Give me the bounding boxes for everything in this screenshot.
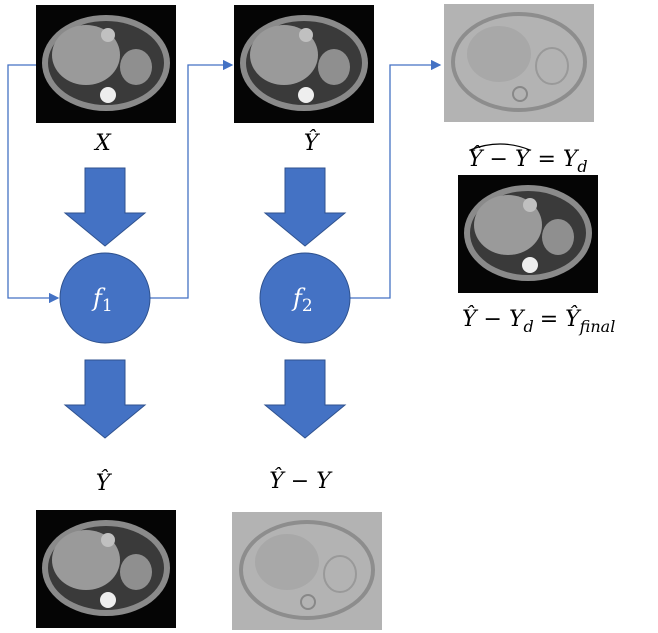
node <box>259 252 351 344</box>
output-label: Ŷ <box>96 469 113 496</box>
output-label: Ŷ <box>304 129 321 156</box>
residual-image <box>230 510 384 632</box>
node <box>59 252 151 344</box>
flow-arrow <box>264 167 346 247</box>
residual-image <box>442 2 596 124</box>
flow-arrow <box>64 167 146 247</box>
ct-final <box>458 175 598 293</box>
label-part: = Ŷ <box>540 305 582 332</box>
residual-estimate: Ŷ − Y = Yd <box>468 145 588 176</box>
label-part: 2 <box>302 296 313 316</box>
label-part: d <box>523 317 533 336</box>
flow-arrow <box>64 359 146 439</box>
label-part: Ŷ − Y <box>462 305 526 332</box>
label-part: d <box>577 157 587 176</box>
input-label: X <box>93 131 112 156</box>
flow-arrow <box>264 359 346 439</box>
connectors <box>7 59 442 304</box>
ct-output <box>36 510 176 628</box>
ct-output <box>234 5 374 123</box>
final-equation: Ŷ − Yd = Ŷfinal <box>462 305 615 336</box>
label-part: 1 <box>102 296 113 316</box>
residual-label: Ŷ − Y <box>269 467 333 494</box>
ct-input <box>36 5 176 123</box>
label-part: Ŷ − Y <box>468 145 532 172</box>
wide-hat <box>469 143 531 151</box>
label-part: final <box>579 317 616 336</box>
label-part: = Y <box>537 147 579 172</box>
